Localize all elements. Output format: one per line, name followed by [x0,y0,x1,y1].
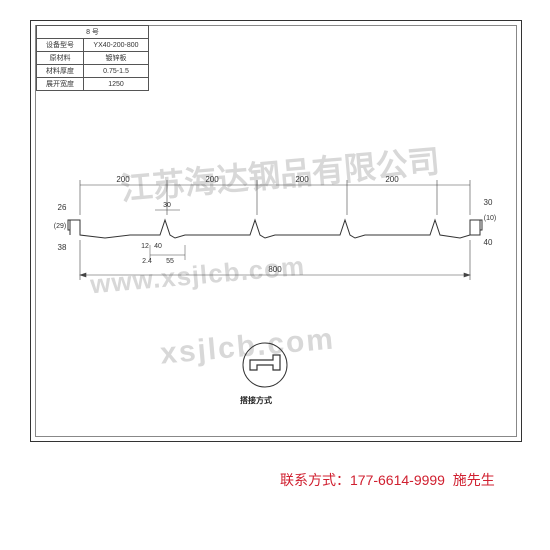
contact-line: 联系方式：177-6614-9999 施先生 [280,470,495,490]
table-row: 材料厚度0.75-1.5 [37,65,149,78]
contact-name: 施先生 [453,472,495,488]
dim-left-top: 26 [58,203,67,212]
dim-detail-e: 55 [166,258,174,265]
dim-left-bot: 38 [58,243,67,252]
dim-detail-c: 40 [154,243,162,250]
dim-detail-d: 2.4 [142,258,152,265]
dim-seg1: 200 [116,175,130,184]
dim-seg2: 200 [205,175,219,184]
dim-left-side: (29) [54,223,66,230]
connection-detail [225,340,305,395]
profile-drawing: 200 200 200 200 800 26 (29) 38 30 (10) 4… [50,150,500,300]
table-row: 设备型号YX40-200-800 [37,39,149,52]
dim-detail-b: 12 [141,243,149,250]
spec-table: 8 号 设备型号YX40-200-800 原材料镀锌板 材料厚度0.75-1.5… [36,25,149,91]
dim-right-side: (10) [484,215,496,222]
dim-seg4: 200 [385,175,399,184]
spec-header: 8 号 [37,26,149,39]
dim-right-bot: 40 [484,238,493,247]
table-row: 展开宽度1250 [37,78,149,91]
dim-seg3: 200 [295,175,309,184]
connection-label: 搭接方式 [240,395,272,406]
dim-right-top: 30 [484,198,493,207]
table-row: 原材料镀锌板 [37,52,149,65]
contact-label: 联系方式： [280,472,350,488]
dim-total: 800 [268,265,282,274]
dim-detail-a: 30 [163,202,171,209]
contact-phone: 177-6614-9999 [350,472,445,488]
